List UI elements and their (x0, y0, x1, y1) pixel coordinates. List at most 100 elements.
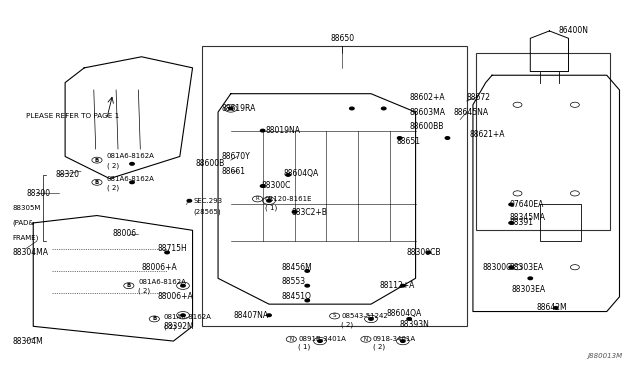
Text: 88642M: 88642M (537, 303, 567, 312)
Text: 86400N: 86400N (559, 26, 589, 35)
Circle shape (228, 107, 233, 110)
Text: 88602+A: 88602+A (409, 93, 445, 102)
Circle shape (401, 285, 405, 287)
Text: 88600B: 88600B (196, 159, 225, 169)
Text: 88603MA: 88603MA (409, 108, 445, 117)
Text: (28565): (28565) (194, 209, 221, 215)
Circle shape (554, 307, 558, 309)
Text: ( 2): ( 2) (106, 185, 118, 191)
Circle shape (318, 340, 322, 342)
Circle shape (509, 266, 513, 269)
Circle shape (528, 277, 532, 280)
Text: 88604QA: 88604QA (284, 169, 319, 177)
Text: ( 1): ( 1) (264, 204, 277, 211)
Text: 88305M: 88305M (13, 205, 41, 211)
Text: R: R (255, 196, 259, 201)
Text: N: N (364, 337, 368, 342)
Text: 88619RA: 88619RA (221, 104, 255, 113)
Text: 88019NA: 88019NA (266, 126, 301, 135)
Text: 88621+A: 88621+A (470, 130, 505, 139)
Circle shape (401, 340, 405, 342)
Text: ( 2): ( 2) (106, 163, 118, 169)
Text: S: S (333, 314, 337, 318)
Circle shape (381, 107, 386, 110)
Circle shape (267, 314, 271, 317)
Text: 88604QA: 88604QA (387, 309, 422, 318)
Text: ( 2): ( 2) (164, 323, 176, 330)
Text: 88006+A: 88006+A (141, 263, 177, 272)
Text: 88451Q: 88451Q (282, 292, 312, 301)
Circle shape (130, 181, 134, 184)
Text: PLEASE REFER TO PAGE 1: PLEASE REFER TO PAGE 1 (26, 113, 119, 119)
Text: 88645NA: 88645NA (454, 108, 489, 117)
Text: 88300C: 88300C (483, 263, 512, 272)
Text: 88300CB: 88300CB (406, 248, 440, 257)
Circle shape (369, 318, 373, 320)
Text: 0R120-8161E: 0R120-8161E (264, 196, 312, 202)
Text: 88651: 88651 (396, 137, 420, 146)
Circle shape (165, 251, 170, 254)
Text: 88006+A: 88006+A (157, 292, 193, 301)
Circle shape (180, 314, 185, 317)
Text: 081A6-8162A: 081A6-8162A (106, 154, 154, 160)
Text: J880013M: J880013M (588, 353, 623, 359)
Text: 88670Y: 88670Y (221, 152, 250, 161)
Circle shape (130, 163, 134, 165)
Text: B: B (95, 158, 99, 163)
Text: B: B (95, 180, 99, 185)
Text: 0891B-3401A: 0891B-3401A (298, 336, 346, 342)
Text: 88304MA: 88304MA (13, 248, 49, 257)
Text: ( 2): ( 2) (373, 343, 385, 350)
Circle shape (260, 185, 265, 187)
Circle shape (305, 270, 310, 272)
Circle shape (407, 318, 412, 320)
Circle shape (286, 174, 291, 176)
Circle shape (260, 129, 265, 132)
Text: 88304M: 88304M (13, 337, 44, 346)
Text: 88300: 88300 (27, 189, 51, 198)
Text: N: N (289, 337, 293, 342)
Text: 88391: 88391 (509, 218, 533, 227)
Text: 88672: 88672 (467, 93, 491, 102)
Text: ( 2): ( 2) (341, 321, 353, 328)
Text: 88553: 88553 (282, 278, 306, 286)
Text: 07640EA: 07640EA (509, 200, 543, 209)
Circle shape (426, 251, 431, 254)
Text: 88600BB: 88600BB (409, 122, 444, 131)
Text: B: B (152, 317, 156, 321)
Text: 081A6-8162A: 081A6-8162A (106, 176, 154, 182)
Text: FRAME): FRAME) (13, 234, 39, 241)
Circle shape (509, 222, 513, 224)
Text: SEC.293: SEC.293 (194, 198, 223, 204)
Text: 081A6-8162A: 081A6-8162A (138, 279, 186, 285)
Circle shape (509, 203, 513, 206)
Circle shape (349, 107, 354, 110)
Text: ( 2): ( 2) (138, 288, 150, 295)
Text: 88303EA: 88303EA (509, 263, 543, 272)
Text: 88320: 88320 (56, 170, 79, 179)
Text: 88407NA: 88407NA (234, 311, 269, 320)
Circle shape (180, 285, 185, 287)
Circle shape (187, 199, 191, 202)
Circle shape (305, 299, 310, 302)
Text: 88303EA: 88303EA (511, 285, 545, 294)
Circle shape (305, 285, 310, 287)
Text: B: B (127, 283, 131, 288)
Circle shape (397, 137, 402, 139)
Circle shape (292, 211, 297, 213)
Text: 883C2+B: 883C2+B (291, 208, 327, 217)
Circle shape (445, 137, 450, 139)
Text: 88345MA: 88345MA (509, 213, 545, 222)
Text: 88456M: 88456M (282, 263, 312, 272)
Text: 88715H: 88715H (157, 244, 188, 253)
Text: 88661: 88661 (221, 167, 245, 176)
Text: 081A6-8162A: 081A6-8162A (164, 314, 212, 320)
Text: 88393N: 88393N (399, 320, 429, 329)
Circle shape (267, 199, 271, 202)
Text: 88006: 88006 (113, 230, 137, 238)
Text: ( 1): ( 1) (298, 343, 310, 350)
Text: 88300C: 88300C (261, 182, 291, 190)
Text: 88650: 88650 (330, 34, 355, 43)
Text: 08543-51242: 08543-51242 (341, 313, 388, 319)
Text: 88112+A: 88112+A (380, 281, 415, 290)
